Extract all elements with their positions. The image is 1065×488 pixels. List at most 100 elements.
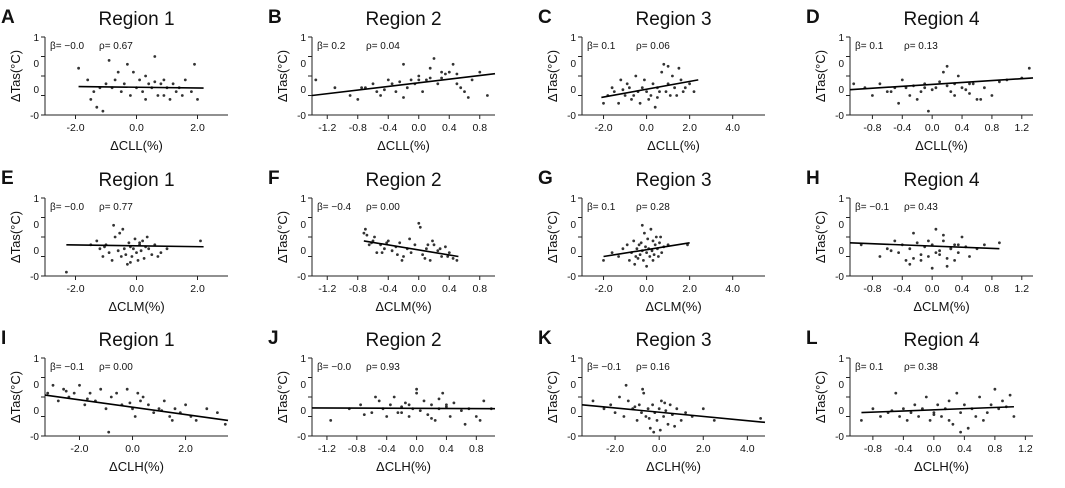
data-point (486, 94, 489, 97)
data-point (653, 105, 657, 109)
x-tick-label: 0.4 (955, 122, 970, 134)
y-tick-label: 0 (300, 246, 306, 257)
x-tick-label: -0.8 (349, 122, 367, 134)
data-point (956, 243, 960, 247)
data-point (460, 409, 463, 412)
data-point (675, 94, 679, 97)
data-point (645, 264, 648, 268)
data-point (623, 94, 627, 97)
data-point (626, 399, 630, 403)
y-tick-label: 1 (33, 194, 39, 205)
x-tick-label: 1.2 (1014, 122, 1029, 134)
beta-annotation: β= −0.0 (317, 362, 352, 373)
data-point (681, 90, 685, 93)
data-point (956, 74, 960, 78)
panel-title: Region 4 (903, 170, 979, 191)
data-point (65, 270, 68, 274)
x-axis-label: ΔCLM(%) (108, 299, 164, 314)
data-point (919, 259, 923, 262)
beta-annotation: β= −0.1 (855, 202, 890, 213)
regression-line (603, 242, 690, 258)
data-point (126, 62, 129, 66)
beta-annotation: β= 0.2 (317, 41, 346, 52)
x-tick-label: 4.0 (725, 122, 740, 134)
data-point (452, 401, 456, 405)
scatter-points (329, 387, 493, 426)
data-point (101, 109, 105, 113)
data-point (451, 257, 455, 260)
x-tick-label: 0.4 (955, 283, 970, 295)
data-point (998, 241, 1001, 245)
x-tick-label: -2.0 (606, 443, 624, 455)
data-point (423, 257, 427, 260)
data-point (930, 266, 934, 270)
x-tick-label: 0.8 (472, 283, 487, 295)
data-point (421, 253, 424, 256)
data-point (1008, 393, 1012, 397)
beta-annotation: β= 0.1 (587, 41, 616, 52)
regression-line (849, 242, 1000, 250)
panel-i: I Region 1 -0 0 0 1 -2.0 0.0 2.0 ΔCLH(%) ΔTas(°C) β… (1, 328, 229, 474)
data-point (898, 415, 901, 418)
data-point (908, 262, 912, 266)
data-point (115, 391, 118, 395)
data-point (638, 253, 642, 256)
data-point (640, 223, 644, 227)
data-point (912, 257, 915, 260)
data-point (408, 237, 411, 241)
data-point (193, 62, 196, 66)
data-point (651, 259, 655, 262)
p-value-annotation: ρ= 0.67 (99, 41, 133, 52)
data-point (380, 251, 384, 255)
y-tick-label: 0 (33, 220, 39, 231)
data-point (150, 253, 154, 256)
x-tick-label: -0.8 (863, 283, 881, 295)
data-point (638, 101, 642, 105)
data-point (644, 245, 647, 249)
data-point (153, 55, 157, 58)
data-point (927, 255, 930, 258)
data-point (651, 239, 655, 243)
data-point (934, 86, 938, 90)
data-point (908, 247, 912, 251)
data-point (359, 403, 362, 407)
data-point (223, 422, 227, 426)
data-point (430, 403, 433, 407)
data-point (113, 78, 117, 82)
data-point (905, 419, 909, 422)
data-point (947, 419, 951, 422)
x-axis-label: ΔCLH(%) (109, 459, 164, 474)
data-point (64, 389, 68, 393)
x-tick-label: -0.4 (893, 283, 911, 295)
data-point (110, 259, 114, 262)
data-point (440, 70, 443, 74)
y-tick-label: 0 (838, 406, 844, 417)
x-tick-label: 0.4 (957, 443, 972, 455)
data-point (625, 82, 629, 86)
y-tick-label: 0 (33, 380, 39, 391)
data-point (132, 70, 135, 74)
p-value-annotation: ρ= 0.00 (366, 202, 400, 213)
p-value-annotation: ρ= 0.43 (904, 202, 938, 213)
y-tick-label: 1 (300, 33, 306, 44)
data-point (109, 395, 113, 399)
data-point (451, 62, 455, 66)
data-point (205, 407, 209, 411)
y-tick-label: -0 (30, 111, 39, 122)
data-point (878, 255, 882, 258)
x-tick-label: 0.0 (125, 443, 140, 455)
data-point (333, 86, 337, 90)
data-point (657, 407, 661, 411)
x-tick-label: 0.0 (927, 443, 942, 455)
x-tick-label: 0.0 (925, 283, 940, 295)
y-tick-label: 1 (570, 194, 576, 205)
y-tick-label: 0 (838, 220, 844, 231)
y-tick-label: 1 (300, 194, 306, 205)
panel-b: B Region 2 -0 0 0 1 -1.2 -0.8 -0.4 0.0 0.4 0.8 ΔCLL(… (268, 7, 496, 153)
data-point (415, 391, 418, 395)
x-tick-label: 2.0 (682, 283, 697, 295)
data-point (447, 251, 451, 255)
scatter-points (602, 223, 689, 268)
y-tick-label: 0 (838, 85, 844, 96)
data-point (921, 407, 924, 411)
